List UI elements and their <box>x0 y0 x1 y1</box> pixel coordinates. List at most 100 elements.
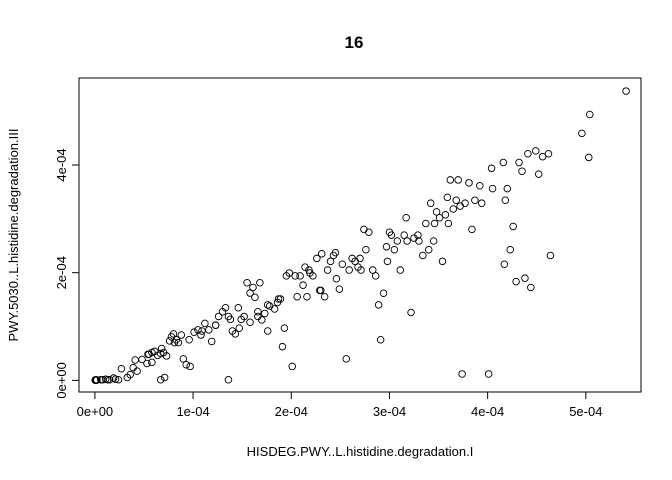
x-tick-label: 0e+00 <box>77 404 114 419</box>
data-point <box>456 202 464 210</box>
data-point <box>400 231 408 239</box>
data-point <box>156 376 165 384</box>
data-point <box>296 272 304 280</box>
data-point <box>190 328 198 336</box>
data-point <box>521 274 529 282</box>
data-point <box>274 295 283 303</box>
data-point <box>335 285 344 293</box>
x-axis-label: HISDEG.PWY..L.histidine.degradation.I <box>247 444 474 459</box>
data-point <box>234 303 243 312</box>
data-point <box>288 362 297 371</box>
data-point <box>254 308 262 316</box>
data-point <box>488 184 497 193</box>
data-point <box>93 376 101 384</box>
points-layer <box>91 87 630 384</box>
data-point <box>419 251 427 260</box>
x-tick-label: 4e-04 <box>471 404 504 419</box>
data-point <box>383 257 392 266</box>
data-point <box>249 283 257 292</box>
data-point <box>452 196 460 205</box>
data-point <box>129 363 137 372</box>
data-point <box>538 152 547 161</box>
plot-frame <box>78 77 642 393</box>
data-point <box>214 312 223 321</box>
data-point <box>501 196 510 205</box>
data-point <box>357 266 365 274</box>
data-point <box>299 281 307 289</box>
data-point <box>243 279 251 287</box>
data-point <box>390 245 399 254</box>
data-point <box>313 254 321 263</box>
data-point <box>441 211 450 219</box>
data-point <box>221 303 230 312</box>
data-point <box>402 213 410 222</box>
data-point <box>291 272 299 280</box>
data-point <box>393 237 402 245</box>
data-point <box>585 153 593 162</box>
data-point <box>435 213 444 222</box>
data-point <box>365 228 373 237</box>
data-point <box>157 344 166 353</box>
data-point <box>438 257 447 266</box>
data-point <box>162 352 171 360</box>
data-point <box>331 248 340 257</box>
data-point <box>207 337 216 346</box>
data-point <box>316 286 325 295</box>
data-point <box>379 289 388 297</box>
data-point <box>430 219 439 228</box>
data-point <box>527 283 535 292</box>
data-point <box>326 257 335 266</box>
data-point <box>506 245 514 254</box>
data-point <box>254 312 262 321</box>
data-point <box>500 260 509 268</box>
data-point <box>126 370 135 379</box>
data-point <box>362 245 370 254</box>
data-point <box>179 355 188 363</box>
data-point <box>182 360 190 369</box>
data-point <box>424 245 433 254</box>
data-point <box>309 272 317 280</box>
data-point <box>476 181 484 190</box>
y-axis: 0e+00 2e-04 4e-04 <box>54 148 80 399</box>
data-point <box>143 359 151 368</box>
x-tick-label: 1e-04 <box>176 404 209 419</box>
data-point <box>323 266 332 274</box>
data-point <box>240 312 248 321</box>
data-point <box>105 376 114 384</box>
data-point <box>342 355 351 363</box>
data-point <box>407 308 415 317</box>
data-point <box>133 367 141 375</box>
data-point <box>201 319 209 328</box>
data-point <box>148 358 156 367</box>
data-point <box>224 312 233 321</box>
data-point <box>396 266 405 274</box>
data-point <box>338 260 347 268</box>
data-point <box>487 164 496 173</box>
data-point <box>426 199 435 207</box>
data-point <box>111 375 120 383</box>
data-point <box>458 370 466 378</box>
data-point <box>198 327 206 335</box>
data-point <box>512 277 520 286</box>
data-point <box>484 370 493 378</box>
data-point <box>103 376 112 384</box>
data-point <box>446 176 455 184</box>
data-point <box>144 350 152 358</box>
x-tick-label: 3e-04 <box>373 404 406 419</box>
chart-title: 16 <box>345 33 364 52</box>
data-point <box>251 293 259 302</box>
data-point <box>414 231 422 239</box>
data-point <box>387 231 396 239</box>
data-point <box>224 376 233 384</box>
data-point <box>117 364 126 373</box>
data-point <box>186 362 194 371</box>
data-point <box>360 225 368 234</box>
data-point <box>531 147 540 155</box>
data-point <box>235 324 243 332</box>
y-tick-label: 2e-04 <box>54 256 69 289</box>
data-point <box>177 331 186 339</box>
data-point <box>263 301 272 309</box>
data-point <box>371 272 380 280</box>
data-point <box>270 305 279 313</box>
data-point <box>429 237 438 245</box>
